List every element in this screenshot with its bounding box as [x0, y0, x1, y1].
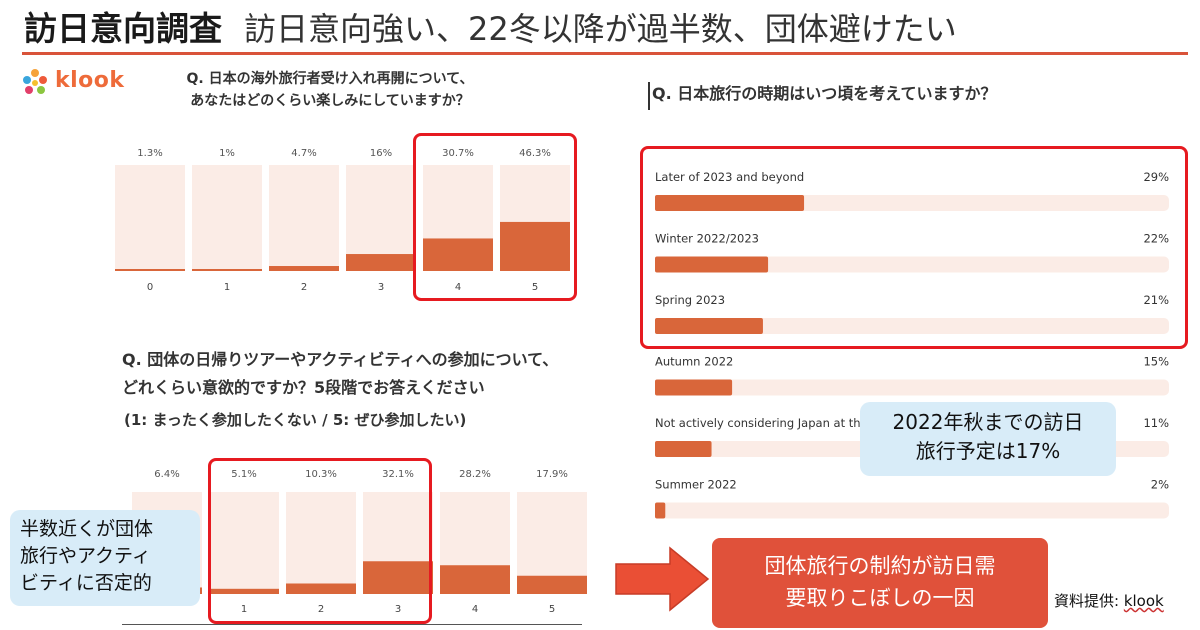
chart3-bar-1 — [655, 256, 769, 273]
chart2-tick-label-2: 2 — [318, 604, 324, 615]
chart3-question: Q. 日本旅行の時期はいつ頃を考えていますか？ — [652, 84, 997, 103]
chart2-highlight-frame — [208, 458, 432, 624]
chart2-track-2 — [286, 492, 356, 594]
chart1-bar-3 — [346, 254, 416, 271]
chart3-category-label-1: Winter 2022/2023 — [655, 232, 759, 246]
chart3-value-label-1: 22% — [1143, 232, 1169, 246]
chart3-bar-3 — [655, 379, 733, 396]
chart3-highlight-frame — [640, 146, 1188, 349]
chart1-value-label-4: 30.7% — [442, 148, 474, 159]
chart2-value-label-3: 32.1% — [382, 469, 414, 480]
callout-negative-line3: ビティに否定的 — [20, 572, 152, 594]
chart3-category-label-0: Later of 2023 and beyond — [655, 170, 804, 184]
chart1-value-label-2: 4.7% — [291, 148, 316, 159]
klook-logo-text: klook — [55, 68, 125, 93]
chart1-question: Q. 日本の海外旅行者受け入れ再開について、 あなたはどのくらい楽しみにしていま… — [186, 71, 474, 109]
chart3-category-label-5: Summer 2022 — [655, 478, 737, 492]
chart2-scale-note: (1: まったく参加したくない / 5: ぜひ参加したい) — [124, 411, 467, 429]
chart1-bar-4 — [423, 238, 493, 271]
callout-negative-line2: 旅行やアクティ — [20, 545, 151, 567]
chart3-value-label-2: 21% — [1143, 293, 1169, 307]
chart1-bar-5 — [500, 221, 570, 271]
chart3-bar-0 — [655, 195, 805, 211]
chart3-value-label-3: 15% — [1143, 355, 1169, 369]
chart3-value-label-0: 29% — [1143, 170, 1169, 184]
chart2-value-label-2: 10.3% — [305, 469, 337, 480]
chart1-tick-label-3: 3 — [378, 282, 384, 293]
chart3-question-marker — [648, 82, 650, 110]
chart1-tick-label-2: 2 — [301, 282, 307, 293]
chart3-track-3 — [655, 379, 1169, 396]
right-arrow-icon — [615, 546, 710, 612]
callout-autumn-line2: 旅行予定は17% — [915, 439, 1061, 463]
callout-red-line1: 団体旅行の制約が訪日需 — [764, 554, 996, 578]
chart2-bar-2 — [286, 583, 356, 594]
chart1-track-2 — [269, 165, 339, 271]
chart2-value-label-0: 6.4% — [154, 469, 179, 480]
chart2-value-label-5: 17.9% — [536, 469, 568, 480]
chart1-bar-2 — [269, 266, 339, 271]
source-name: klook — [1123, 592, 1164, 610]
chart2-value-label-4: 28.2% — [459, 469, 491, 480]
chart1-value-label-3: 16% — [370, 148, 392, 159]
chart3-value-label-5: 2% — [1151, 478, 1169, 492]
callout-autumn-line1: 2022年秋までの訪日 — [892, 410, 1084, 434]
chart3-track-5 — [655, 502, 1169, 519]
chart2-bar-5 — [517, 575, 587, 594]
chart3-category-label-3: Autumn 2022 — [655, 355, 733, 369]
chart1-excitement: 1.3% 0 1% 1 4.7% 2 16% 3 30.7% 4 46.3% 5 — [115, 148, 570, 293]
source-label: 資料提供: — [1054, 592, 1124, 610]
chart1-track-1 — [192, 165, 262, 271]
chart3-bar-2 — [655, 318, 763, 334]
chart2-tick-label-1: 1 — [241, 604, 247, 615]
chart2-baseline — [122, 624, 582, 625]
chart1-tick-label-1: 1 — [224, 282, 230, 293]
chart1-tick-label-0: 0 — [147, 282, 153, 293]
chart1-value-label-1: 1% — [219, 148, 235, 159]
chart2-tick-label-3: 3 — [395, 604, 401, 615]
callout-group-negative: 半数近くが団体 旅行やアクティ ビティに否定的 — [10, 510, 200, 606]
chart1-tick-label-5: 5 — [532, 282, 538, 293]
chart1-track-3 — [346, 165, 416, 271]
chart3-track-2 — [655, 318, 1169, 334]
chart2-track-1 — [209, 492, 279, 594]
title-rule — [22, 52, 1188, 55]
chart2-tick-label-5: 5 — [549, 604, 555, 615]
chart1-tick-label-4: 4 — [455, 282, 461, 293]
chart3-track-1 — [655, 256, 1169, 273]
slide-title-sub: 訪日意向強い、22冬以降が過半数、団体避けたい — [244, 10, 957, 48]
klook-logo-icon — [23, 69, 47, 94]
chart1-value-label-0: 1.3% — [137, 148, 162, 159]
slide-title-main: 訪日意向調査 — [24, 9, 222, 48]
chart1-bar-0 — [115, 269, 185, 271]
chart2-bar-1 — [209, 588, 279, 594]
chart2-tick-label-4: 4 — [472, 604, 478, 615]
klook-logo: klook — [18, 66, 148, 102]
chart1-value-label-5: 46.3% — [519, 148, 551, 159]
chart3-category-label-2: Spring 2023 — [655, 293, 725, 307]
callout-negative-line1: 半数近くが団体 — [20, 518, 154, 540]
callout-red-line2: 要取りこぼしの一因 — [785, 586, 975, 610]
chart3-value-label-4: 11% — [1143, 416, 1169, 430]
chart1-bar-1 — [192, 269, 262, 271]
callout-autumn-17pct: 2022年秋までの訪日 旅行予定は17% — [860, 402, 1116, 476]
chart3-bar-4 — [655, 441, 712, 457]
chart2-value-label-1: 5.1% — [231, 469, 256, 480]
callout-group-constraint: 団体旅行の制約が訪日需 要取りこぼしの一因 — [712, 538, 1048, 628]
slide-title: 訪日意向調査 訪日意向強い、22冬以降が過半数、団体避けたい — [24, 2, 1174, 48]
chart3-bar-5 — [655, 502, 666, 519]
chart2-bar-3 — [363, 561, 433, 594]
chart1-track-0 — [115, 165, 185, 271]
source-credit: 資料提供: klook — [1054, 590, 1164, 611]
chart2-bar-4 — [440, 565, 510, 594]
chart1-highlight-frame — [413, 133, 577, 301]
chart2-question: Q. 団体の日帰りツアーやアクティビティへの参加について、 どれくらい意欲的です… — [122, 350, 559, 397]
chart3-category-label-4: Not actively considering Japan at the — [655, 416, 868, 430]
